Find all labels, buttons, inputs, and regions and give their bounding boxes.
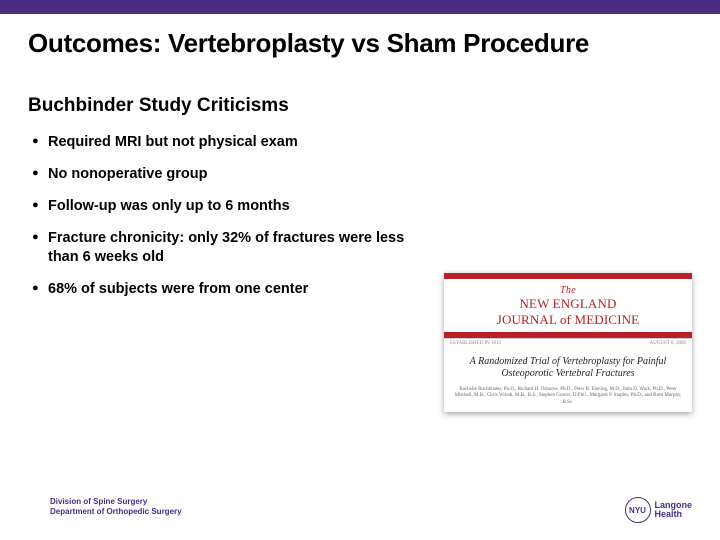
list-item: 68% of subjects were from one center <box>28 280 428 298</box>
journal-name-line2: JOURNAL of MEDICINE <box>444 313 692 328</box>
nyu-logo-text: Langone Health <box>655 501 693 520</box>
article-authors: Rachelle Buchbinder, Ph.D., Richard H. O… <box>454 387 682 407</box>
list-item: Follow-up was only up to 6 months <box>28 197 428 215</box>
list-item: Required MRI but not physical exam <box>28 133 428 151</box>
footer-affiliation: Division of Spine Surgery Department of … <box>50 497 182 517</box>
journal-image: The NEW ENGLAND JOURNAL of MEDICINE ESTA… <box>444 273 692 412</box>
subheading: Buchbinder Study Criticisms <box>28 95 692 117</box>
title-band: Outcomes: Vertebroplasty vs Sham Procedu… <box>0 14 720 73</box>
article-title: A Randomized Trial of Vertebroplasty for… <box>454 356 682 381</box>
footer-line1: Division of Spine Surgery <box>50 497 182 507</box>
nyu-badge-icon: NYU <box>625 497 651 523</box>
journal-the: The <box>444 285 692 296</box>
footer-line2: Department of Orthopedic Surgery <box>50 507 182 517</box>
journal-header: The NEW ENGLAND JOURNAL of MEDICINE <box>444 273 692 338</box>
content-area: Buchbinder Study Criticisms Required MRI… <box>0 73 720 540</box>
slide-title: Outcomes: Vertebroplasty vs Sham Procedu… <box>28 28 700 59</box>
criticism-list: Required MRI but not physical exam No no… <box>28 133 428 298</box>
list-item: Fracture chronicity: only 32% of fractur… <box>28 229 428 265</box>
journal-meta-left: ESTABLISHED IN 1812 <box>450 341 501 346</box>
journal-meta: ESTABLISHED IN 1812 AUGUST 6, 2009 <box>444 338 692 346</box>
journal-name-line1: NEW ENGLAND <box>444 297 692 312</box>
journal-article: A Randomized Trial of Vertebroplasty for… <box>444 346 692 413</box>
nyu-logo: NYU Langone Health <box>625 497 693 523</box>
journal-meta-right: AUGUST 6, 2009 <box>650 341 686 346</box>
logo-text-line2: Health <box>655 510 693 519</box>
list-item: No nonoperative group <box>28 165 428 183</box>
